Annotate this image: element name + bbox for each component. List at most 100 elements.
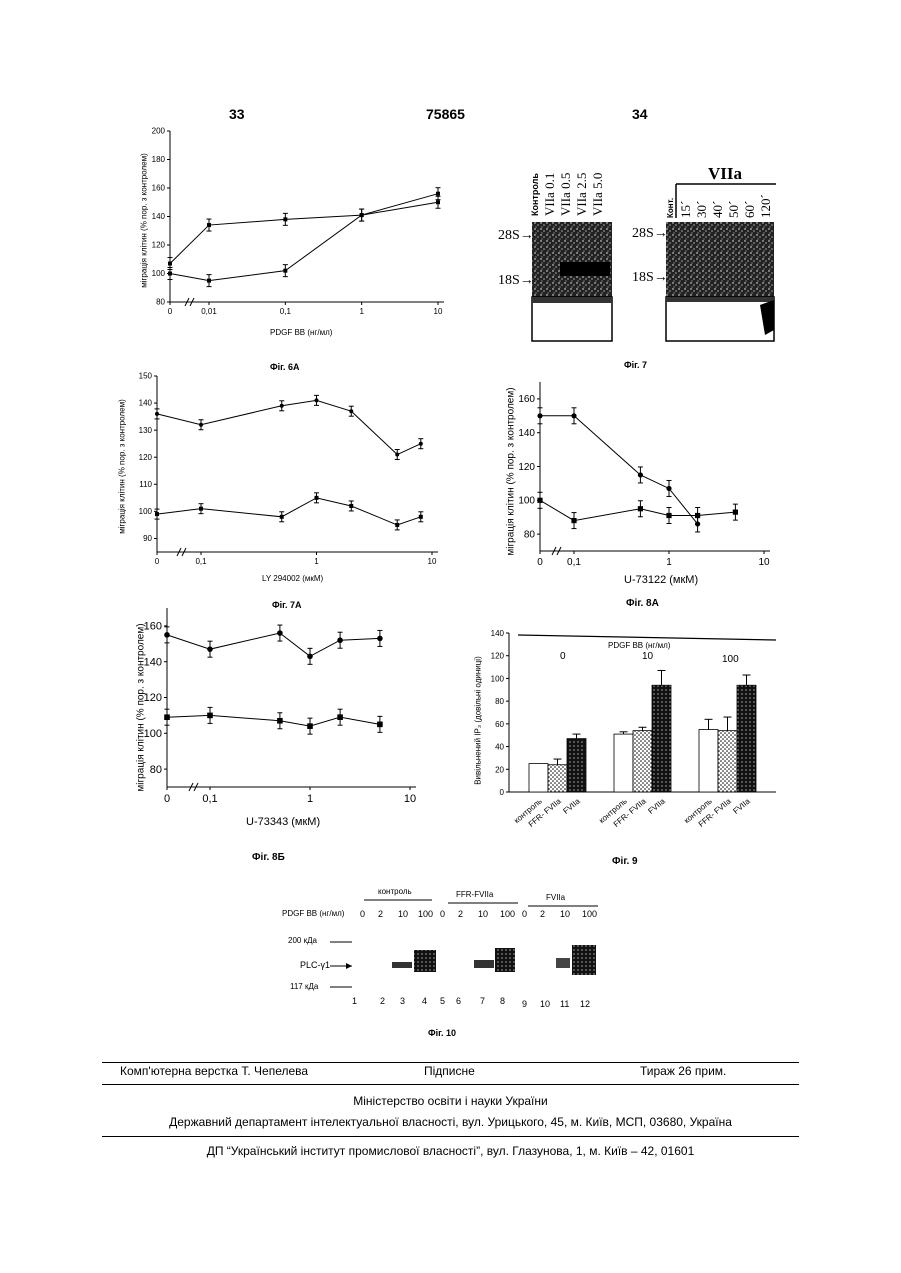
fig9-ytick-label: 60	[495, 720, 504, 729]
fig8a-caption: Фіг. 8А	[626, 598, 659, 609]
fig6a-point	[207, 279, 211, 283]
fig8a-series-1-line	[540, 500, 735, 520]
fig8a-point	[571, 413, 576, 418]
fig10-marker-plc: PLC-γ1	[300, 960, 330, 970]
fig7-left-gel	[532, 222, 612, 341]
fig10-dose-8: 100	[500, 909, 515, 919]
fig7-right-title: VIIa	[708, 164, 742, 184]
fig10-lane-12: 12	[580, 999, 590, 1009]
fig9-title: PDGF BB (нг/мл)	[608, 641, 670, 650]
fig6a-ytick-label: 140	[152, 212, 166, 221]
fig8b-point	[164, 632, 170, 638]
fig7a-point	[395, 523, 399, 527]
fig9-bar-2-0	[699, 730, 718, 792]
fig7-lane-control: Контроль	[530, 173, 540, 216]
fig8b-xtick-label: 0	[164, 793, 170, 805]
fig10-dose-7: 10	[478, 909, 488, 919]
fig8b-point	[307, 723, 313, 729]
fig6a-xlabel: PDGF BB (нг/мл)	[270, 328, 332, 337]
fig7a-caption: Фіг. 7А	[272, 600, 302, 610]
fig9-category-label: FVIIa	[561, 796, 582, 816]
fig6a-ytick-label: 120	[152, 241, 166, 250]
fig7-rlane-1: 15´	[678, 201, 694, 218]
fig9-group-0: 0	[560, 651, 566, 662]
fig6a-point	[283, 269, 287, 273]
fig10-lane-10: 10	[540, 999, 550, 1009]
fig6a-xtick-label: 0,01	[201, 307, 217, 316]
footer-circulation: Тираж 26 прим.	[640, 1064, 726, 1078]
fig7a-point	[315, 398, 319, 402]
fig9-bar-1-2	[652, 685, 671, 792]
fig8a-point	[695, 513, 700, 518]
fig8a-point	[638, 472, 643, 477]
fig6a-point	[360, 213, 364, 217]
fig8a-xlabel: U-73122 (мкМ)	[624, 574, 698, 586]
fig8a-xtick-label: 0	[537, 557, 543, 568]
fig10-lane-2: 2	[380, 996, 385, 1006]
fig7a-series-0-line	[157, 400, 421, 454]
fig7a-ylabel: міграція клітин (% пор. з контролем)	[118, 377, 127, 557]
fig7-lane-50: VIIa 5.0	[590, 173, 606, 216]
fig7-right-lanes: Конт. 15´ 30´ 40´ 50´ 60´ 120´	[664, 188, 784, 222]
fig8b-chart: 8010012014016000,1110	[144, 608, 416, 805]
fig7a-point	[395, 453, 399, 457]
fig10-caption: Фіг. 10	[428, 1028, 456, 1038]
fig8b-series-0-line	[167, 633, 380, 656]
fig9-caption: Фіг. 9	[612, 856, 638, 867]
fig8a-chart: 8010012014016000,1110	[518, 382, 770, 568]
fig10-lane-numbers: 123456789101112	[352, 996, 602, 1010]
fig10-lane-4: 4	[422, 996, 427, 1006]
fig10-dose-12: 100	[582, 909, 597, 919]
fig10-dose-5: 0	[440, 909, 445, 919]
fig7a-ytick-label: 100	[139, 507, 153, 516]
fig7a-point	[280, 515, 284, 519]
fig7a-series-1-line	[157, 498, 421, 525]
fig6a-chart: 8010012014016018020000,010,1110	[152, 127, 444, 316]
fig6a-point	[283, 217, 287, 221]
fig8a-ytick-label: 140	[518, 428, 535, 439]
fig6a-xtick-label: 0	[168, 307, 173, 316]
fig10-marker-200: 200 кДа	[288, 936, 317, 945]
fig10-dose-2: 2	[378, 909, 383, 919]
fig7a-ytick-label: 130	[139, 426, 153, 435]
fig6a-ytick-label: 180	[152, 155, 166, 164]
fig7a-point	[419, 442, 423, 446]
fig9-ytick-label: 40	[495, 743, 504, 752]
footer-rule-2	[102, 1084, 799, 1085]
fig7a-xtick-label: 0	[155, 557, 160, 566]
fig7a-ytick-label: 110	[139, 480, 152, 489]
fig10-lane-9: 9	[522, 999, 527, 1009]
fig10-lane-3: 3	[400, 996, 405, 1006]
fig8b-caption: Фіг. 8Б	[252, 852, 285, 863]
fig6a-xtick-label: 10	[434, 307, 443, 316]
fig8b-point	[277, 718, 283, 724]
footer-signed: Підписне	[424, 1064, 475, 1078]
fig7a-point	[280, 404, 284, 408]
fig10-dose-4: 100	[418, 909, 433, 919]
fig8a-xtick-label: 0,1	[567, 557, 581, 568]
fig10-lane-5: 5	[440, 996, 445, 1006]
fig7-marker-18s-left: 18S→	[498, 273, 534, 289]
fig8b-xlabel: U-73343 (мкМ)	[246, 816, 320, 828]
fig8b-point	[277, 630, 283, 636]
fig7a-point	[349, 409, 353, 413]
fig9-category-label: FVIIa	[731, 796, 752, 816]
fig10-lane-11: 11	[560, 999, 569, 1009]
fig8b-point	[377, 636, 383, 642]
fig10-dose-3: 10	[398, 909, 408, 919]
fig8b-point	[207, 646, 213, 652]
fig8b-point	[337, 637, 343, 643]
fig7-marker-18s-right: 18S→	[632, 270, 668, 286]
fig9-bar-0-0	[529, 764, 548, 792]
fig8a-point	[537, 498, 542, 503]
fig7-lane-05: VIIa 0.5	[558, 173, 574, 216]
footer-department: Державний департамент інтелектуальної вл…	[0, 1115, 901, 1129]
fig7-caption: Фіг. 7	[624, 360, 647, 370]
fig6a-ytick-label: 160	[152, 184, 166, 193]
fig8a-ylabel: міграція клітин (% пор. з контролем)	[506, 367, 517, 577]
fig6a-point	[168, 262, 172, 266]
fig10-dose-6: 2	[458, 909, 463, 919]
footer-ministry: Міністерство освіти і науки України	[0, 1094, 901, 1108]
fig8b-point	[164, 714, 170, 720]
fig7a-xtick-label: 0,1	[195, 557, 207, 566]
